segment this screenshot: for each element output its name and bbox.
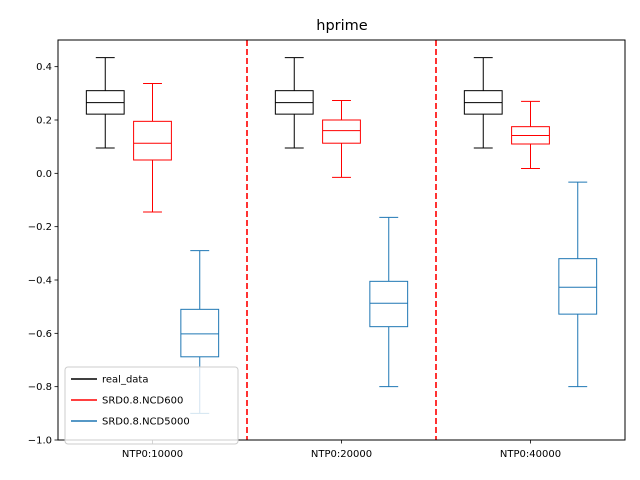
box-body: [558, 258, 598, 315]
x-tick-label: NTP0:20000: [311, 449, 372, 460]
y-tick-label: 0.0: [36, 169, 52, 180]
legend-frame: [64, 366, 239, 445]
box-2-1: [369, 216, 409, 388]
x-tick-label: NTP0:40000: [500, 449, 561, 460]
y-tick-label: 0.4: [36, 62, 52, 73]
category-separators: [246, 40, 437, 440]
box-1-0: [133, 82, 172, 213]
y-tick-label: −0.6: [28, 329, 52, 340]
legend-label: SRD0.8.NCD600: [102, 396, 183, 407]
plot-area: [85, 57, 598, 414]
box-body: [369, 280, 409, 328]
y-tick-label: −0.4: [28, 276, 52, 287]
box-1-1: [322, 100, 361, 178]
chart-title: hprime: [316, 18, 368, 34]
box-2-2: [558, 181, 598, 388]
box-1-2: [511, 100, 550, 170]
y-tick-label: 0.2: [36, 116, 52, 127]
box-0-2: [463, 57, 503, 149]
y-axis: −1.0 −0.8 −0.6 −0.4 −0.2 0.0 0.2 0.4: [28, 62, 58, 447]
box-body: [133, 120, 172, 161]
y-tick-label: −0.8: [28, 382, 52, 393]
y-tick-label: −0.2: [28, 222, 52, 233]
y-tick-label: −1.0: [28, 436, 52, 447]
box-0-0: [85, 57, 125, 149]
legend-label: SRD0.8.NCD5000: [102, 417, 190, 428]
legend: real_data SRD0.8.NCD600 SRD0.8.NCD5000: [64, 366, 239, 445]
x-tick-label: NTP0:10000: [122, 449, 183, 460]
box-body: [322, 119, 361, 144]
legend-label: real_data: [102, 375, 148, 386]
box-0-1: [274, 57, 314, 149]
box-body: [180, 308, 220, 358]
